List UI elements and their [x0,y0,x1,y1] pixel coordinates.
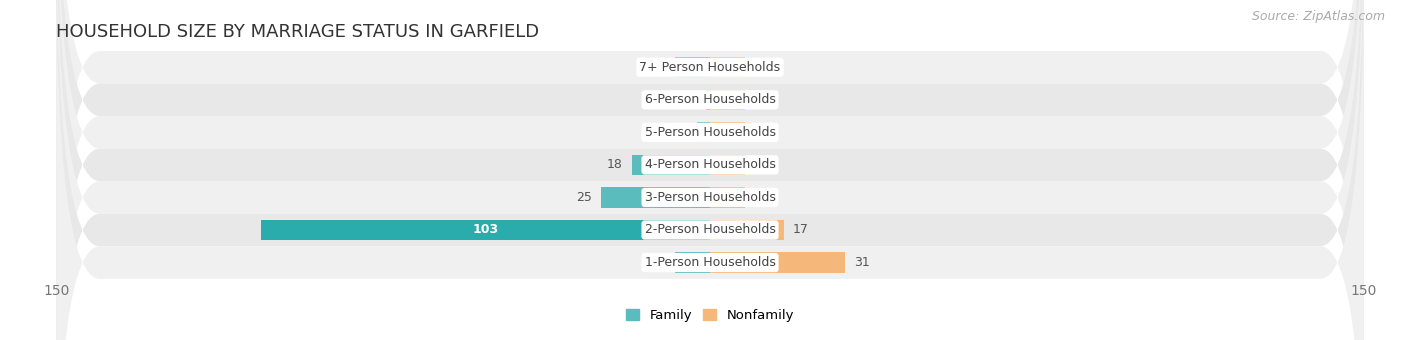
FancyBboxPatch shape [56,0,1364,340]
Bar [710,122,745,142]
Text: 25: 25 [576,191,592,204]
Text: 17: 17 [793,223,808,237]
Bar [262,220,710,240]
Text: 6-Person Households: 6-Person Households [644,93,776,106]
Text: 1-Person Households: 1-Person Households [644,256,776,269]
Bar [602,187,710,207]
Text: 18: 18 [607,158,623,171]
Bar [675,252,710,273]
Bar [710,90,745,110]
Text: 0: 0 [658,256,666,269]
Bar [710,57,745,78]
Bar [710,155,745,175]
Text: HOUSEHOLD SIZE BY MARRIAGE STATUS IN GARFIELD: HOUSEHOLD SIZE BY MARRIAGE STATUS IN GAR… [56,23,540,41]
FancyBboxPatch shape [56,0,1364,340]
Legend: Family, Nonfamily: Family, Nonfamily [620,304,800,327]
Bar [710,187,745,207]
FancyBboxPatch shape [56,0,1364,340]
Bar [675,57,710,78]
Text: 1: 1 [689,93,697,106]
Text: 0: 0 [754,126,762,139]
Bar [631,155,710,175]
Bar [697,122,710,142]
Text: 0: 0 [658,61,666,74]
Text: Source: ZipAtlas.com: Source: ZipAtlas.com [1251,10,1385,23]
Text: 0: 0 [754,61,762,74]
Text: 5-Person Households: 5-Person Households [644,126,776,139]
Text: 4-Person Households: 4-Person Households [644,158,776,171]
Text: 3-Person Households: 3-Person Households [644,191,776,204]
FancyBboxPatch shape [56,0,1364,340]
Bar [706,90,710,110]
FancyBboxPatch shape [56,0,1364,340]
Text: 0: 0 [754,191,762,204]
FancyBboxPatch shape [56,0,1364,340]
Text: 0: 0 [754,93,762,106]
Bar [710,252,845,273]
Text: 2-Person Households: 2-Person Households [644,223,776,237]
Text: 3: 3 [681,126,689,139]
Text: 103: 103 [472,223,499,237]
FancyBboxPatch shape [56,0,1364,340]
Text: 0: 0 [754,158,762,171]
Text: 7+ Person Households: 7+ Person Households [640,61,780,74]
Text: 31: 31 [853,256,870,269]
Bar [710,220,785,240]
